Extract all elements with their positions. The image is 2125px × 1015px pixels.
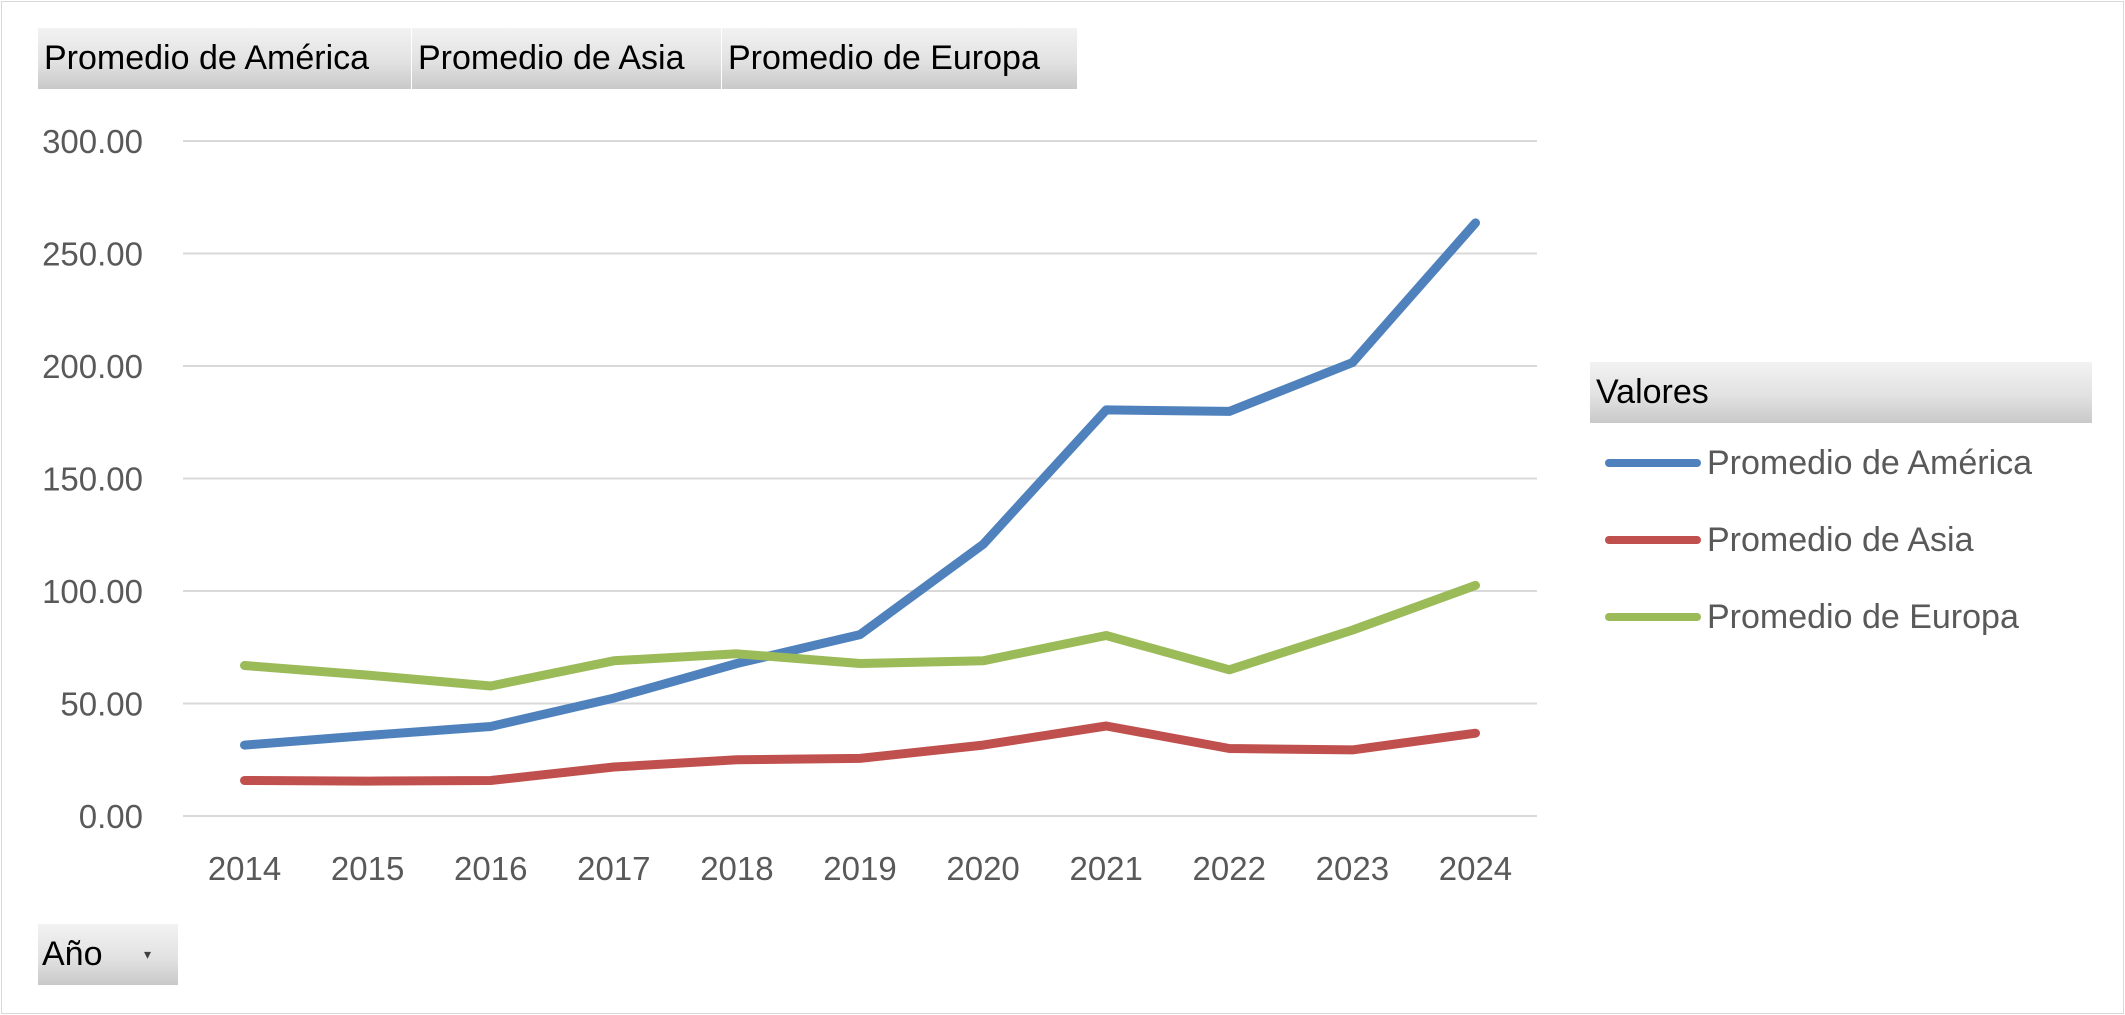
x-tick-label: 2022	[1193, 850, 1266, 887]
series-line-europa[interactable]	[240, 580, 1480, 691]
x-tick-label: 2021	[1069, 850, 1142, 887]
y-tick-label: 50.00	[60, 686, 143, 723]
x-tick-label: 2020	[946, 850, 1019, 887]
dropdown-arrow-icon[interactable]: ▾	[144, 946, 152, 962]
field-button-promedio-asia[interactable]: Promedio de Asia	[412, 28, 722, 89]
legend-swatch-asia	[1605, 536, 1701, 544]
y-tick-label: 300.00	[42, 123, 143, 160]
field-button-promedio-europa[interactable]: Promedio de Europa	[722, 28, 1078, 89]
legend-label-europa: Promedio de Europa	[1707, 597, 2019, 636]
x-tick-label: 2017	[577, 850, 650, 887]
legend-label-asia: Promedio de Asia	[1707, 520, 1974, 559]
y-tick-label: 150.00	[42, 461, 143, 498]
legend-swatch-europa	[1605, 613, 1701, 621]
legend-item-america[interactable]: Promedio de América	[1605, 440, 2032, 486]
x-tick-label: 2023	[1316, 850, 1389, 887]
x-tick-label: 2019	[823, 850, 896, 887]
y-tick-label: 100.00	[42, 573, 143, 610]
legend-item-asia[interactable]: Promedio de Asia	[1605, 517, 1974, 563]
y-axis-tick-labels: 0.00 50.00 100.00 150.00 200.00 250.00 300.00	[42, 123, 143, 835]
y-tick-label: 200.00	[42, 348, 143, 385]
axis-field-button-ano[interactable]: Año ▾	[38, 924, 178, 985]
legend-swatch-america	[1605, 459, 1701, 467]
y-tick-label: 250.00	[42, 236, 143, 273]
axis-field-label: Año	[42, 935, 103, 973]
x-tick-label: 2024	[1439, 850, 1512, 887]
x-axis-tick-labels: 2014 2015 2016 2017 2018 2019 2020 2021 2022 2023…	[208, 850, 1512, 887]
field-button-promedio-america[interactable]: Promedio de América	[38, 28, 412, 89]
legend-title[interactable]: Valores	[1590, 362, 2092, 423]
legend-label-america: Promedio de América	[1707, 443, 2033, 482]
series-line-america[interactable]	[240, 218, 1480, 750]
y-tick-label: 0.00	[79, 798, 143, 835]
gridlines	[183, 140, 1537, 817]
series-line-asia[interactable]	[240, 721, 1480, 786]
x-tick-label: 2014	[208, 850, 281, 887]
x-tick-label: 2016	[454, 850, 527, 887]
legend-item-europa[interactable]: Promedio de Europa	[1605, 594, 2019, 640]
series-lines	[240, 218, 1480, 786]
x-tick-label: 2015	[331, 850, 404, 887]
x-tick-label: 2018	[700, 850, 773, 887]
